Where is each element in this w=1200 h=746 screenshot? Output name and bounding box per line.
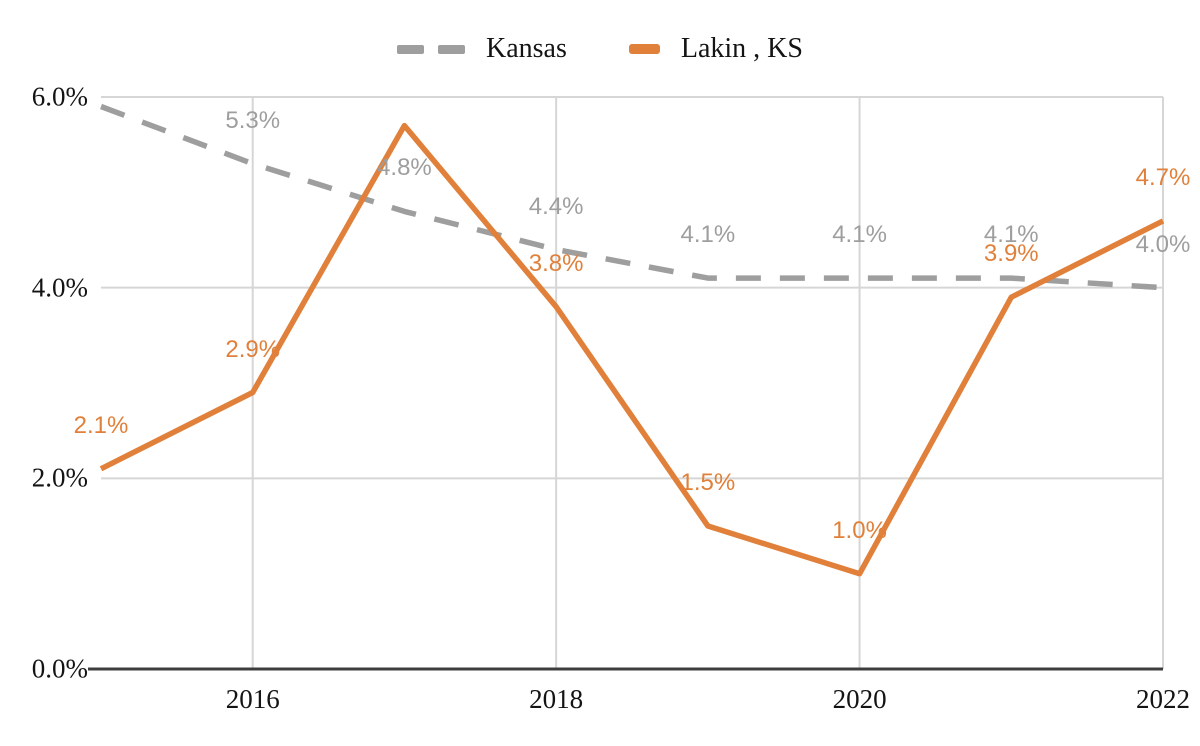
data-label-kansas: 4.1% (983, 221, 1039, 249)
legend-item-kansas: Kansas (397, 33, 567, 65)
data-label-kansas: 4.1% (680, 221, 736, 249)
data-label-lakin-ks: 1.0% (832, 516, 887, 544)
legend-label-lakin-ks: Lakin , KS (680, 33, 803, 64)
data-label-lakin-ks: 2.1% (73, 411, 129, 439)
series-line-lakin-ks (99, 122, 1165, 577)
y-axis-tick-label: 0.0% (31, 653, 88, 684)
data-label-lakin-ks: 2.9% (225, 335, 281, 363)
x-axis-tick-label: 2016 (225, 684, 280, 714)
x-axis-tick-label: 2022 (1136, 684, 1190, 714)
chart-legend: Kansas Lakin , KS (0, 33, 1200, 65)
data-label-lakin-ks: 4.7% (1135, 163, 1191, 191)
data-label-kansas: 5.3% (225, 106, 281, 134)
legend-item-lakin-ks: Lakin , KS (628, 33, 803, 65)
data-label-lakin-ks: 3.9% (983, 240, 1039, 268)
kansas-dashed-line-swatch-icon (397, 44, 465, 54)
data-label-lakin-ks: 1.5% (680, 469, 736, 496)
y-axis-tick-label: 2.0% (31, 462, 88, 493)
series-line-kansas (100, 103, 1164, 291)
y-axis-tick-label: 6.0% (31, 81, 88, 112)
data-label-kansas: 4.1% (832, 221, 887, 249)
lakin-solid-line-swatch-icon (628, 44, 660, 54)
data-label-kansas: 4.8% (377, 154, 432, 182)
data-label-kansas: 4.4% (528, 192, 584, 220)
data-label-kansas: 4.0% (1135, 230, 1191, 258)
data-label-lakin-ks: 3.8% (528, 249, 584, 277)
x-axis-tick-label: 2018 (529, 684, 584, 714)
x-axis-tick-label: 2020 (832, 684, 887, 714)
legend-label-kansas: Kansas (486, 33, 567, 64)
y-axis-tick-label: 4.0% (31, 272, 88, 303)
